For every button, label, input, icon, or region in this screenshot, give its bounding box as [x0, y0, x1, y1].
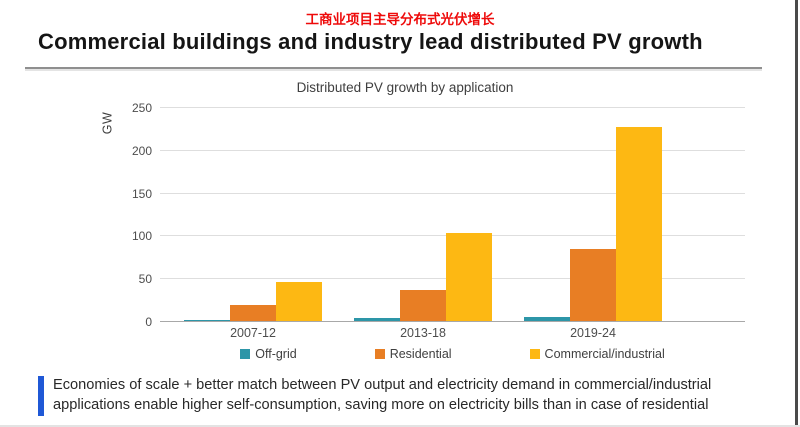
y-tick-label: 200 — [131, 143, 152, 158]
legend-item-commercial-industrial: Commercial/industrial — [529, 347, 665, 361]
legend-swatch — [374, 349, 385, 359]
legend-label: Off-grid — [255, 347, 297, 361]
bar-off-grid-2013-18 — [354, 318, 400, 321]
legend-swatch — [529, 349, 540, 359]
gridline — [160, 107, 745, 108]
legend-swatch — [240, 349, 251, 359]
chart-title: Distributed PV growth by application — [296, 80, 514, 95]
legend-label: Residential — [389, 347, 452, 361]
x-tick-label: 2013-18 — [400, 326, 446, 340]
footer-note: Economies of scale + better match betwee… — [38, 376, 753, 416]
legend-label: Commercial/industrial — [544, 347, 665, 361]
x-tick-label: 2007-12 — [230, 326, 276, 340]
bar-commercial-industrial-2013-18 — [446, 232, 492, 321]
accent-bar — [38, 376, 44, 416]
bar-residential-2007-12 — [230, 304, 276, 321]
bar-off-grid-2019-24 — [524, 316, 570, 321]
bar-commercial-industrial-2007-12 — [276, 282, 322, 321]
title-divider — [25, 67, 762, 69]
chart-legend: Off-grid Residential Commercial/industrial — [160, 347, 745, 361]
bar-commercial-industrial-2019-24 — [616, 126, 662, 321]
x-axis-line — [160, 321, 745, 322]
legend-item-off-grid: Off-grid — [240, 347, 297, 361]
footer-text: Economies of scale + better match betwee… — [53, 377, 712, 413]
page-title: Commercial buildings and industry lead d… — [38, 29, 703, 54]
y-tick-label: 50 — [138, 272, 152, 287]
plot-area: 0 50 100 150 200 250 2007-12 2013-18 2019-24 — [132, 101, 745, 340]
bar-off-grid-2007-12 — [184, 319, 230, 321]
gridline — [160, 149, 745, 151]
x-tick-label: 2019-24 — [570, 326, 616, 340]
legend-item-residential: Residential — [374, 347, 452, 361]
gridline — [160, 192, 745, 194]
bar-residential-2013-18 — [400, 290, 446, 321]
y-axis-label: GW — [100, 111, 115, 135]
y-tick-label: 250 — [131, 101, 152, 115]
slide-right-border — [795, 0, 798, 425]
y-tick-label: 150 — [131, 186, 152, 201]
y-tick-label: 0 — [145, 315, 152, 329]
y-tick-label: 100 — [131, 229, 152, 244]
bar-residential-2019-24 — [570, 249, 616, 321]
chinese-title: 工商业项目主导分布式光伏增长 — [305, 12, 495, 27]
